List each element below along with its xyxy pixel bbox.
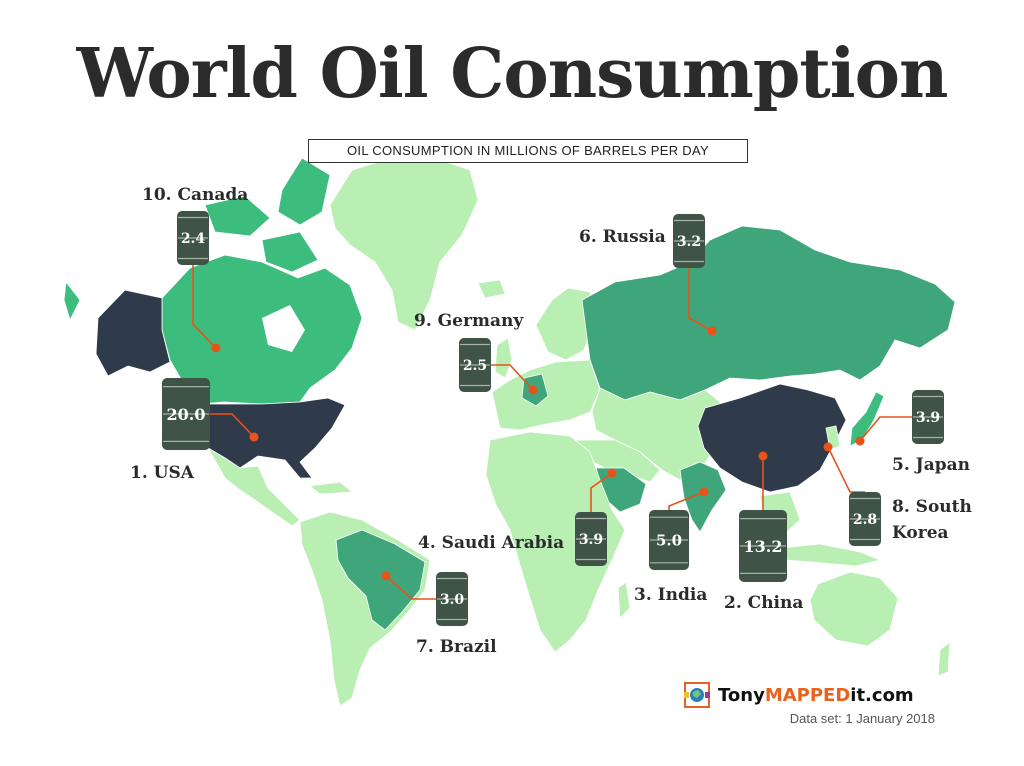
location-dot-japan	[855, 436, 865, 446]
country-label-india: 3. India	[634, 585, 707, 605]
brand-logo[interactable]: Tony MAPPED it.com	[684, 681, 914, 709]
oil-barrel-japan	[912, 390, 944, 444]
barrel-value-south-korea: 2.8	[853, 512, 877, 528]
madagascar	[617, 581, 631, 619]
location-dot-china	[758, 451, 768, 461]
china	[697, 383, 847, 493]
uk	[494, 337, 513, 379]
barrel-value-germany: 2.5	[463, 358, 487, 374]
country-label-south-korea: 8. South Korea	[892, 497, 972, 543]
barrel-value-saudi-arabia: 3.9	[579, 532, 603, 548]
canada-islands-3	[261, 231, 319, 273]
barrel-value-india: 5.0	[656, 531, 682, 549]
barrel-value-canada: 2.4	[181, 231, 206, 247]
japan	[849, 391, 885, 447]
barrel-value-usa: 20.0	[167, 405, 206, 424]
location-dot-germany	[528, 385, 538, 395]
chukotka-west	[63, 280, 81, 322]
location-dot-south-korea	[823, 442, 833, 452]
india	[679, 461, 727, 533]
brand-post: it.com	[850, 684, 914, 706]
location-dot-saudi-arabia	[607, 468, 617, 478]
location-dot-canada	[211, 343, 221, 353]
hudson-bay	[262, 305, 305, 352]
leader-line-india	[668, 491, 705, 510]
leader-line-russia	[688, 268, 713, 332]
country-labels: 1. USA 2. China 3. India 4. Saudi Arabia 5. …	[130, 185, 972, 657]
oil-barrel-saudi-arabia	[575, 512, 607, 566]
location-dot-russia	[707, 326, 717, 336]
leader-lines	[186, 265, 912, 600]
oil-barrel-russia	[673, 214, 705, 268]
country-label-brazil: 7. Brazil	[416, 637, 497, 657]
barrel-value-russia: 3.2	[677, 234, 701, 250]
leader-line-canada	[192, 265, 217, 349]
oil-barrel-brazil	[436, 572, 468, 626]
country-label-germany: 9. Germany	[414, 311, 524, 331]
oil-barrel-china	[739, 510, 787, 582]
leader-line-brazil	[385, 575, 436, 600]
alaska	[95, 289, 171, 377]
indonesia	[779, 543, 882, 567]
country-label-russia: 6. Russia	[579, 227, 666, 247]
country-label-saudi-arabia: 4. Saudi Arabia	[418, 533, 564, 553]
country-label-usa: 1. USA	[130, 463, 195, 483]
oil-barrel-india	[649, 510, 689, 570]
africa	[485, 431, 626, 653]
russia	[581, 225, 956, 401]
oil-barrel-germany	[459, 338, 491, 392]
mexico	[206, 446, 301, 527]
leader-line-saudi-arabia	[590, 472, 613, 512]
location-markers	[211, 326, 865, 581]
country-label-china: 2. China	[724, 593, 803, 613]
australia	[809, 571, 899, 647]
location-dot-brazil	[381, 571, 391, 581]
brazil	[335, 529, 426, 631]
oil-barrel-canada	[177, 211, 209, 265]
barrel-value-japan: 3.9	[916, 410, 940, 426]
asia-other	[591, 387, 731, 481]
canada-islands-2	[204, 195, 271, 237]
oil-barrel-usa	[162, 378, 210, 450]
dataset-note: Data set: 1 January 2018	[789, 711, 935, 726]
country-label-canada: 10. Canada	[142, 185, 248, 205]
barrel-markers: 20.0 13.2 5.0 3.9 3.9 3.2 3.0 2.8 2.5 2.4	[162, 211, 944, 626]
barrel-value-china: 13.2	[744, 537, 783, 556]
brand-mid: MAPPED	[764, 684, 851, 706]
location-dot-india	[699, 487, 709, 497]
country-label-japan: 5. Japan	[892, 455, 970, 475]
map-title: World Oil Consumption	[76, 34, 949, 114]
canada-islands	[277, 157, 331, 226]
brand-pre: Tony	[718, 684, 765, 706]
caribbean	[309, 481, 354, 495]
leader-line-japan	[859, 416, 912, 442]
land-layer	[63, 156, 956, 707]
iceland	[477, 279, 506, 299]
leader-line-south-korea	[827, 446, 865, 493]
oil-barrel-south-korea	[849, 492, 881, 546]
location-dot-usa	[249, 432, 259, 442]
new-zealand	[937, 641, 951, 677]
map-subtitle: OIL CONSUMPTION IN MILLIONS OF BARRELS P…	[308, 139, 748, 163]
barrel-value-brazil: 3.0	[440, 592, 465, 608]
globe-logo-icon	[684, 682, 710, 708]
